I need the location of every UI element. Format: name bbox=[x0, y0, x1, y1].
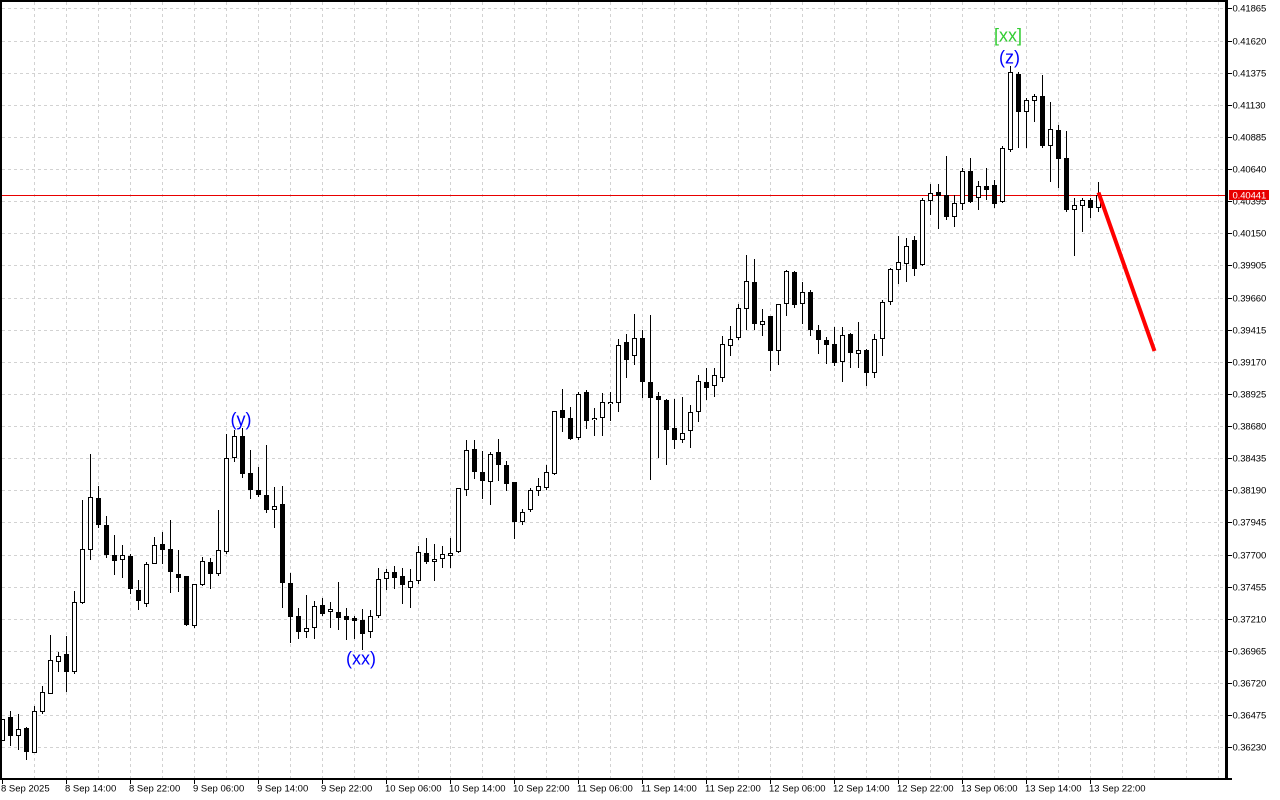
svg-text:9 Sep 22:00: 9 Sep 22:00 bbox=[321, 784, 372, 795]
svg-text:0.40441: 0.40441 bbox=[1233, 191, 1267, 202]
svg-text:0.38925: 0.38925 bbox=[1233, 389, 1267, 400]
svg-text:0.36230: 0.36230 bbox=[1233, 742, 1267, 753]
svg-text:0.41130: 0.41130 bbox=[1233, 100, 1266, 111]
svg-text:(xx): (xx) bbox=[346, 648, 376, 668]
svg-text:0.37700: 0.37700 bbox=[1233, 550, 1267, 561]
svg-text:0.37945: 0.37945 bbox=[1233, 517, 1267, 528]
svg-text:0.40395: 0.40395 bbox=[1233, 196, 1267, 207]
svg-text:0.40640: 0.40640 bbox=[1233, 164, 1267, 175]
svg-text:0.36965: 0.36965 bbox=[1233, 646, 1267, 657]
svg-text:9 Sep 14:00: 9 Sep 14:00 bbox=[257, 784, 308, 795]
svg-text:8 Sep 14:00: 8 Sep 14:00 bbox=[65, 784, 116, 795]
svg-text:0.38435: 0.38435 bbox=[1233, 453, 1267, 464]
svg-text:0.40885: 0.40885 bbox=[1233, 132, 1267, 143]
svg-text:13 Sep 22:00: 13 Sep 22:00 bbox=[1089, 784, 1146, 795]
svg-text:0.41620: 0.41620 bbox=[1233, 36, 1267, 47]
svg-text:0.38680: 0.38680 bbox=[1233, 421, 1267, 432]
svg-text:10 Sep 22:00: 10 Sep 22:00 bbox=[513, 784, 570, 795]
svg-text:13 Sep 14:00: 13 Sep 14:00 bbox=[1025, 784, 1082, 795]
svg-text:11 Sep 06:00: 11 Sep 06:00 bbox=[577, 784, 633, 795]
svg-text:0.39905: 0.39905 bbox=[1233, 260, 1267, 271]
svg-text:11 Sep 14:00: 11 Sep 14:00 bbox=[641, 784, 697, 795]
svg-text:11 Sep 22:00: 11 Sep 22:00 bbox=[705, 784, 761, 795]
svg-text:12 Sep 22:00: 12 Sep 22:00 bbox=[897, 784, 954, 795]
svg-text:(z): (z) bbox=[999, 48, 1020, 68]
svg-text:(y): (y) bbox=[231, 410, 252, 430]
svg-text:13 Sep 06:00: 13 Sep 06:00 bbox=[961, 784, 1018, 795]
svg-text:8 Sep 22:00: 8 Sep 22:00 bbox=[129, 784, 180, 795]
svg-text:0.38190: 0.38190 bbox=[1233, 485, 1267, 496]
svg-text:0.36720: 0.36720 bbox=[1233, 678, 1267, 689]
svg-text:0.39660: 0.39660 bbox=[1233, 293, 1267, 304]
svg-text:0.40150: 0.40150 bbox=[1233, 228, 1267, 239]
svg-text:9 Sep 06:00: 9 Sep 06:00 bbox=[193, 784, 244, 795]
svg-text:10 Sep 14:00: 10 Sep 14:00 bbox=[449, 784, 506, 795]
svg-text:0.41865: 0.41865 bbox=[1233, 3, 1267, 14]
svg-text:12 Sep 06:00: 12 Sep 06:00 bbox=[769, 784, 826, 795]
svg-text:12 Sep 14:00: 12 Sep 14:00 bbox=[833, 784, 890, 795]
svg-text:0.39415: 0.39415 bbox=[1233, 325, 1267, 336]
svg-text:[xx]: [xx] bbox=[994, 25, 1022, 45]
svg-text:10 Sep 06:00: 10 Sep 06:00 bbox=[385, 784, 442, 795]
svg-text:0.37455: 0.37455 bbox=[1233, 582, 1267, 593]
svg-text:0.36475: 0.36475 bbox=[1233, 710, 1267, 721]
svg-text:0.37210: 0.37210 bbox=[1233, 614, 1267, 625]
svg-text:0.39170: 0.39170 bbox=[1233, 357, 1267, 368]
svg-text:0.41375: 0.41375 bbox=[1233, 68, 1267, 79]
svg-text:8 Sep 2025: 8 Sep 2025 bbox=[1, 784, 50, 795]
